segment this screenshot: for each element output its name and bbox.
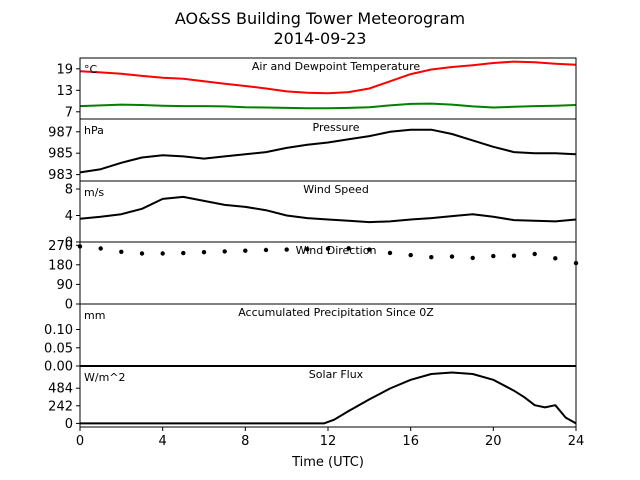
solar-flux-series-0-line bbox=[80, 371, 577, 425]
wind-direction-ytick-label: 270 bbox=[48, 239, 73, 254]
wind-direction-point bbox=[181, 250, 186, 256]
wind-direction-point bbox=[305, 247, 310, 252]
wind-direction-point bbox=[532, 251, 537, 257]
wind-direction-series-0 bbox=[77, 244, 579, 266]
wind-direction-title: Wind Direction bbox=[296, 244, 377, 257]
x-tick-label: 0 bbox=[76, 434, 84, 449]
x-tick-label: 24 bbox=[568, 434, 585, 449]
panel-air-and-dewpoint-temperature: 7 13 19 °C Air and Dewpoint Temperature bbox=[56, 57, 577, 120]
x-tick-label: 20 bbox=[485, 434, 502, 449]
wind-direction-point bbox=[119, 249, 124, 254]
wind-speed-title: Wind Speed bbox=[303, 183, 369, 196]
x-tick-label: 12 bbox=[320, 434, 337, 449]
wind-direction-point bbox=[222, 249, 227, 254]
air-and-dewpoint-temperature-title: Air and Dewpoint Temperature bbox=[252, 60, 420, 73]
solar-flux-title: Solar Flux bbox=[309, 368, 364, 381]
pressure-ytick-label: 983 bbox=[48, 168, 73, 183]
accumulated-precipitation-since-0z-ytick-label: 0.10 bbox=[44, 323, 73, 338]
x-tick-label: 8 bbox=[241, 434, 249, 449]
panel-pressure: 983 985 987 hPa Pressure bbox=[48, 118, 577, 183]
wind-direction-point bbox=[367, 247, 372, 252]
pressure-ytick-label: 987 bbox=[48, 125, 73, 140]
panel-accumulated-precipitation-since-0z: 0.00 0.05 0.10 mm Accumulated Precipitation … bbox=[44, 303, 577, 375]
wind-direction-point bbox=[346, 246, 351, 251]
wind-direction-point bbox=[470, 255, 475, 261]
air-and-dewpoint-temperature-ytick-label: 13 bbox=[56, 84, 73, 99]
air-and-dewpoint-temperature-ytick-label: 19 bbox=[56, 62, 73, 77]
wind-direction-point bbox=[553, 256, 558, 261]
figure-title-line2: 2014-09-23 bbox=[274, 29, 367, 48]
panel-wind-speed: 0 4 8 m/s Wind Speed bbox=[65, 180, 577, 251]
panel-wind-direction: 0 90 180 270 Wind Direction bbox=[48, 239, 579, 313]
accumulated-precipitation-since-0z-title: Accumulated Precipitation Since 0Z bbox=[238, 306, 434, 319]
solar-flux-ytick-label: 242 bbox=[48, 399, 73, 414]
wind-direction-point bbox=[160, 251, 165, 256]
x-axis: 0 4 8 12 16 20 24 bbox=[76, 427, 584, 449]
wind-direction-point bbox=[325, 246, 331, 251]
pressure-ytick-label: 985 bbox=[48, 147, 73, 162]
wind-direction-point bbox=[511, 253, 517, 258]
x-tick-label: 16 bbox=[402, 434, 419, 449]
x-tick-label: 4 bbox=[159, 434, 167, 449]
solar-flux-ytick-label: 484 bbox=[48, 382, 73, 397]
wind-direction-ytick-label: 180 bbox=[48, 258, 73, 273]
wind-direction-point bbox=[98, 246, 103, 251]
wind-direction-point bbox=[491, 253, 496, 259]
wind-direction-point bbox=[387, 250, 393, 256]
air-and-dewpoint-temperature-series-1-line bbox=[79, 102, 577, 110]
wind-speed-ytick-label: 8 bbox=[65, 183, 73, 198]
solar-flux-ytick-label: 0 bbox=[65, 417, 73, 432]
wind-direction-point bbox=[429, 255, 434, 260]
wind-speed-ytick-label: 0 bbox=[65, 236, 73, 251]
panel-solar-flux: 0 242 484 W/m^2 Solar Flux bbox=[48, 365, 577, 432]
pressure-series-0-line bbox=[79, 128, 577, 174]
wind-direction-point bbox=[243, 248, 248, 253]
wind-direction-point bbox=[201, 250, 207, 255]
figure-title-line1: AO&SS Building Tower Meteorogram bbox=[175, 9, 465, 28]
pressure-unit-label: hPa bbox=[84, 124, 104, 137]
air-and-dewpoint-temperature-ytick-label: 7 bbox=[65, 105, 73, 120]
wind-direction-point bbox=[139, 251, 145, 256]
accumulated-precipitation-since-0z-ytick-label: 0.05 bbox=[44, 341, 73, 356]
wind-direction-ytick-label: 0 bbox=[65, 298, 73, 313]
wind-direction-point bbox=[284, 247, 289, 252]
wind-direction-point bbox=[263, 247, 269, 253]
accumulated-precipitation-since-0z-unit-label: mm bbox=[84, 309, 105, 322]
wind-direction-point bbox=[449, 254, 455, 259]
wind-speed-unit-label: m/s bbox=[84, 186, 104, 199]
accumulated-precipitation-since-0z-ytick-label: 0.00 bbox=[44, 360, 73, 375]
wind-direction-ytick-label: 90 bbox=[56, 278, 73, 293]
wind-speed-series-0-line bbox=[79, 195, 577, 224]
air-and-dewpoint-temperature-unit-label: °C bbox=[84, 63, 98, 76]
wind-direction-point bbox=[408, 252, 413, 258]
air-and-dewpoint-temperature-series-0-line bbox=[79, 60, 577, 95]
wind-speed-ytick-label: 4 bbox=[65, 209, 73, 224]
solar-flux-unit-label: W/m^2 bbox=[84, 371, 126, 384]
pressure-title: Pressure bbox=[313, 121, 360, 134]
x-axis-label: Time (UTC) bbox=[291, 455, 364, 470]
